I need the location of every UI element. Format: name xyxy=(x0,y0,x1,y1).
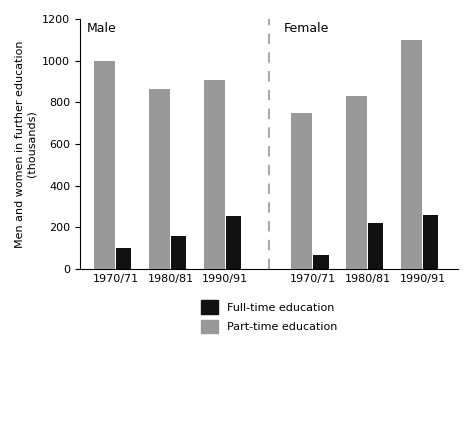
Bar xyxy=(346,96,367,269)
Bar xyxy=(314,255,329,269)
Legend: Full-time education, Part-time education: Full-time education, Part-time education xyxy=(195,295,342,339)
Bar xyxy=(291,113,312,269)
Bar xyxy=(226,216,241,269)
Bar xyxy=(423,215,438,269)
Bar xyxy=(368,223,384,269)
Bar xyxy=(94,61,115,269)
Y-axis label: Men and women in further education
(thousands): Men and women in further education (thou… xyxy=(15,40,36,248)
Bar xyxy=(171,236,186,269)
Bar xyxy=(401,40,422,269)
Bar xyxy=(149,89,170,269)
Text: Male: Male xyxy=(87,22,116,35)
Bar xyxy=(116,249,131,269)
Text: Female: Female xyxy=(284,22,329,35)
Bar xyxy=(204,81,225,269)
